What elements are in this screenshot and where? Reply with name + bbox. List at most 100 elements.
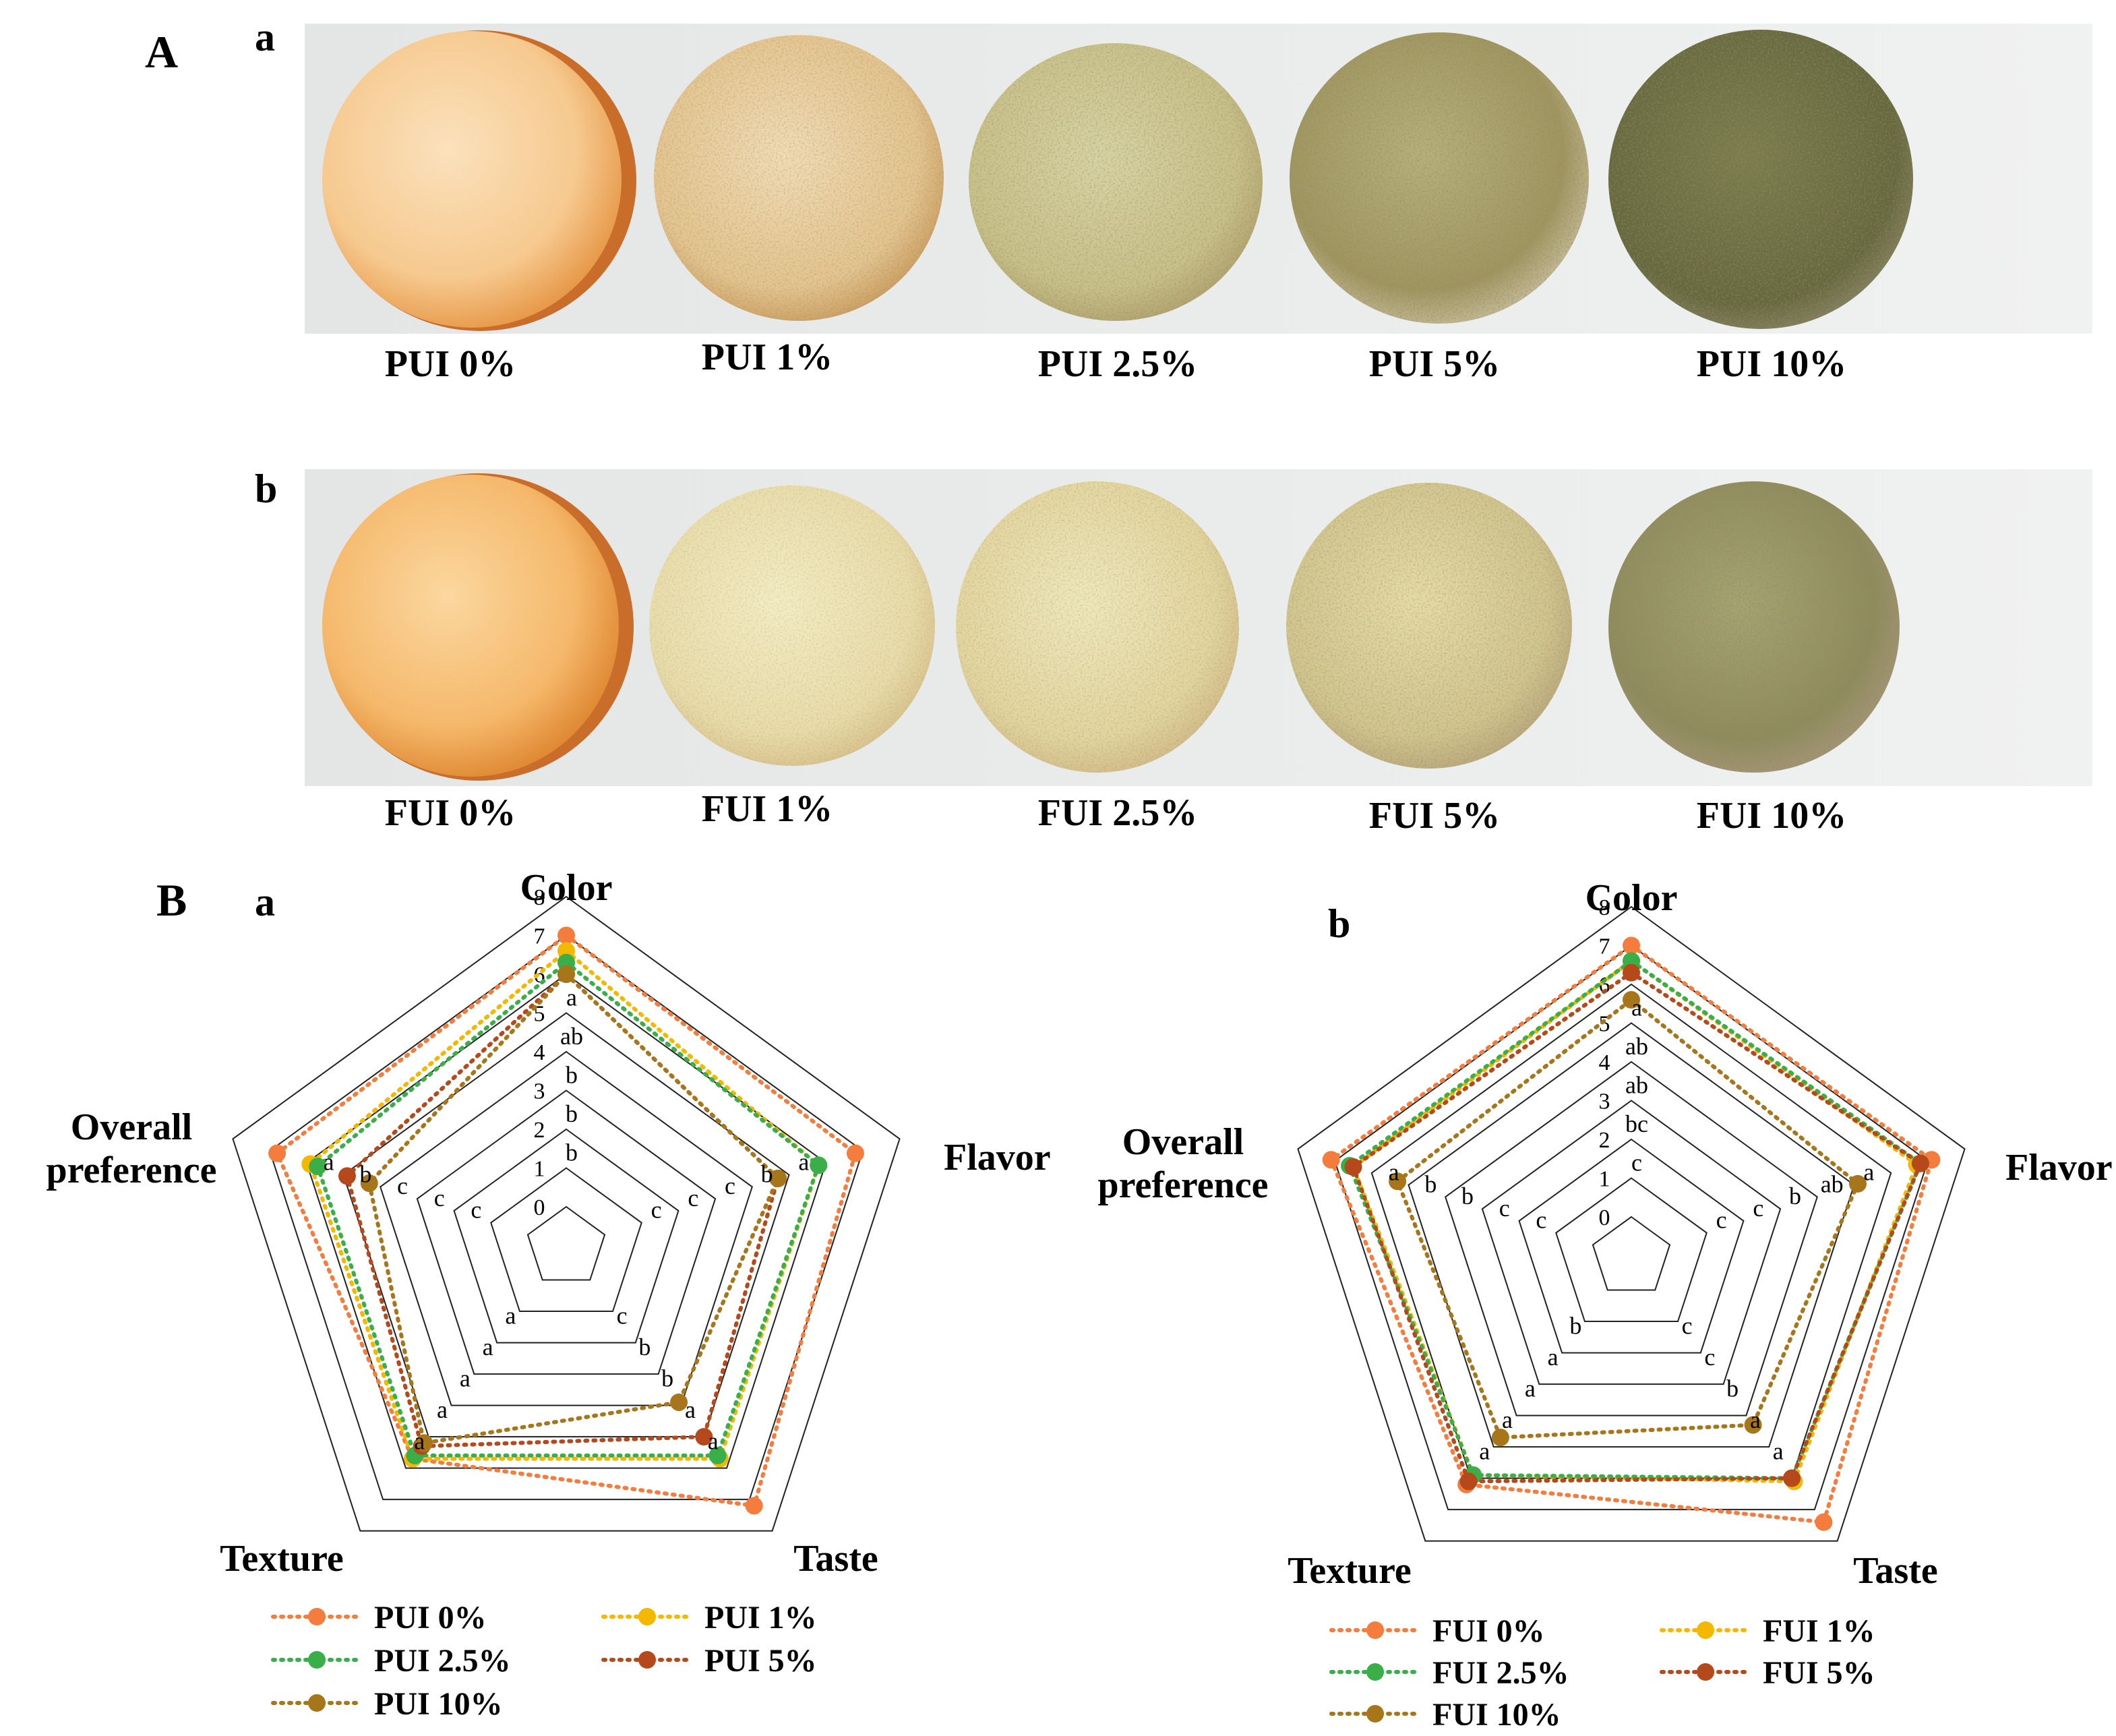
radar-significance-letter: a: [460, 1365, 471, 1392]
radar-significance-letter: a: [1863, 1159, 1874, 1186]
photo-label: PUI 1%: [702, 336, 833, 378]
legend-swatch-marker: [638, 1651, 656, 1669]
radar-significance-letter: b: [661, 1365, 673, 1392]
radar-grid-ring: [342, 1012, 790, 1438]
radar-axis-label: Color: [520, 867, 613, 909]
radar-tick-label: 8: [1599, 895, 1610, 920]
radar-data-point: [810, 1156, 828, 1174]
radar-grid-ring: [232, 895, 901, 1532]
radar-tick-label: 3: [534, 1079, 545, 1104]
panel-a-letter: A: [145, 26, 178, 78]
radar-significance-letter: b: [1726, 1375, 1739, 1402]
radar-significance-letter: c: [471, 1197, 481, 1224]
radar-tick-label: 2: [534, 1118, 545, 1143]
radar-data-point: [415, 1434, 433, 1452]
radar-significance-letter: b: [1461, 1183, 1474, 1209]
radar-grid-ring: [1297, 905, 1966, 1542]
radar-data-point: [1623, 963, 1640, 982]
radar-significance-letter: ab: [1625, 1072, 1648, 1099]
cookie-texture: [1608, 481, 1900, 773]
radar-axis-label: Taste: [1853, 1550, 1938, 1592]
legend-swatch-marker: [308, 1608, 326, 1625]
radar-grid-ring: [1481, 1100, 1782, 1385]
radar-significance-letter: a: [414, 1428, 425, 1455]
radar-significance-letter: b: [761, 1160, 773, 1187]
radar-data-point: [557, 926, 575, 945]
radar-grid-ring: [416, 1089, 717, 1375]
legend-swatch-marker: [1366, 1663, 1384, 1681]
radar-data-point: [1623, 936, 1640, 955]
legend-label: PUI 0%: [374, 1600, 487, 1636]
photo-b-letter: b: [255, 467, 277, 511]
radar-significance-letter: a: [1479, 1438, 1490, 1465]
radar-significance-letter: c: [1682, 1313, 1693, 1340]
radar-axis-label: preference: [47, 1149, 217, 1191]
radar-significance-letter: a: [798, 1149, 809, 1176]
cookie-texture: [1290, 32, 1589, 324]
radar-data-point: [1744, 1416, 1762, 1434]
radar-grid-ring: [1592, 1216, 1671, 1291]
radar-tick-label: 7: [1599, 934, 1610, 959]
radar-data-point: [1344, 1158, 1362, 1176]
photo-label: FUI 0%: [385, 792, 516, 834]
radar-data-point: [708, 1447, 727, 1465]
radar-significance-letter: c: [1631, 1149, 1642, 1176]
cookie-texture: [956, 481, 1239, 773]
cookie-fui-0: [322, 475, 619, 777]
radar-significance-letter: b: [359, 1160, 371, 1187]
radar-series-line: [367, 971, 781, 1445]
radar-grid-ring: [526, 1205, 606, 1281]
radar-grid-ring: [453, 1128, 679, 1344]
radar-significance-letter: ab: [1625, 1033, 1648, 1060]
radar-significance-letter: a: [324, 1149, 334, 1176]
legend-label: PUI 5%: [704, 1643, 817, 1679]
radar-data-point: [338, 1167, 356, 1185]
legend-swatch-marker: [1366, 1621, 1384, 1639]
legend-label: FUI 5%: [1763, 1655, 1875, 1691]
radar-significance-letter: a: [437, 1396, 448, 1423]
legend-swatch-marker: [308, 1694, 326, 1712]
radar-data-point: [360, 1174, 378, 1193]
radar-significance-letter: a: [483, 1334, 493, 1360]
radar-axis-label: Overall: [71, 1106, 192, 1148]
photo-label: PUI 0%: [385, 343, 516, 385]
radar-data-point: [695, 1428, 713, 1446]
radar-grid-ring: [268, 934, 864, 1501]
legend-label: PUI 2.5%: [374, 1643, 511, 1679]
legend-label: FUI 1%: [1763, 1613, 1875, 1649]
radar-axis-label: Texture: [220, 1538, 344, 1580]
legend-label: PUI 10%: [374, 1686, 503, 1722]
radar-axis-label: Color: [1585, 877, 1678, 919]
radar-significance-letter: a: [1548, 1344, 1559, 1371]
radar-series-line: [1350, 970, 1923, 1484]
radar-tick-label: 1: [534, 1157, 545, 1182]
cookie-pui-0: [322, 31, 622, 328]
cookie-photos-b: [322, 473, 1900, 781]
radar-significance-letter: b: [1424, 1170, 1437, 1197]
radar-tick-label: 2: [1599, 1128, 1610, 1153]
legend-label: FUI 0%: [1432, 1613, 1545, 1649]
photo-label: FUI 5%: [1369, 795, 1500, 837]
radar-significance-letter: b: [566, 1139, 578, 1166]
radar-data-point: [1815, 1513, 1833, 1531]
radar-data-point: [1623, 991, 1640, 1009]
radar-significance-letter: c: [725, 1172, 735, 1199]
radar-significance-letter: b: [638, 1334, 651, 1360]
panel-b-letter: B: [156, 874, 187, 926]
radar-a-letter: a: [255, 880, 275, 924]
radar-data-point: [745, 1497, 763, 1515]
cookie-photos-a: [322, 30, 1913, 331]
photo-label: FUI 2.5%: [1038, 792, 1197, 834]
radar-significance-letter: a: [566, 984, 577, 1011]
radar-significance-letter: a: [1631, 994, 1642, 1021]
radar-significance-letter: c: [1753, 1195, 1763, 1222]
photo-label: PUI 10%: [1697, 343, 1846, 385]
radar-significance-letter: c: [397, 1172, 408, 1199]
legend-swatch-marker: [1366, 1705, 1384, 1723]
radar-significance-letter: a: [1502, 1406, 1513, 1433]
radar-data-point: [1848, 1174, 1867, 1193]
radar-tick-label: 8: [534, 885, 545, 910]
radar-data-point: [1389, 1172, 1407, 1191]
radar-significance-letter: b: [1789, 1183, 1801, 1209]
